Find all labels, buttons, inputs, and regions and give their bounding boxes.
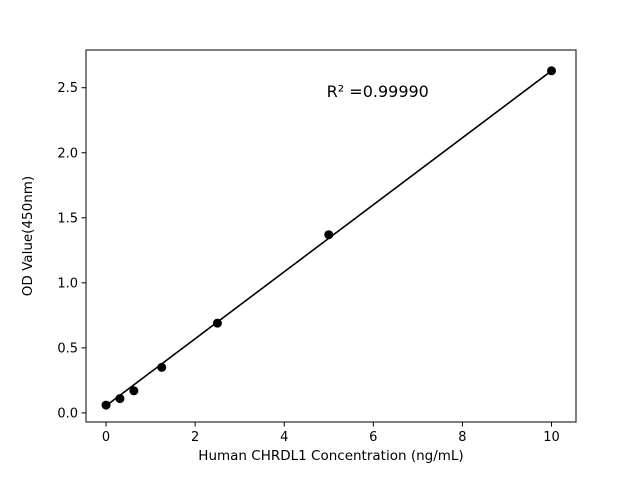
x-tick-label: 0 xyxy=(102,430,110,445)
data-point xyxy=(115,394,125,404)
x-tick-label: 10 xyxy=(543,430,560,445)
data-point xyxy=(212,318,222,328)
x-tick-label: 4 xyxy=(280,430,288,445)
x-tick-label: 2 xyxy=(191,430,199,445)
data-point xyxy=(101,400,111,410)
x-axis-label: Human CHRDL1 Concentration (ng/mL) xyxy=(198,448,463,464)
x-tick-label: 6 xyxy=(369,430,377,445)
plot-border xyxy=(85,49,577,423)
y-tick-label: 0.0 xyxy=(57,406,78,421)
y-tick-label: 1.5 xyxy=(57,211,78,226)
data-point xyxy=(157,362,167,372)
x-tick-label: 8 xyxy=(458,430,466,445)
y-tick-label: 2.0 xyxy=(57,146,78,161)
data-point xyxy=(129,386,139,396)
y-axis-label: OD Value(450nm) xyxy=(20,176,36,296)
y-tick-label: 2.5 xyxy=(57,81,78,96)
data-point xyxy=(324,230,334,240)
y-tick-label: 0.5 xyxy=(57,341,78,356)
y-tick-label: 1.0 xyxy=(57,276,78,291)
data-point xyxy=(547,66,556,76)
r-squared-annotation: R² =0.99990 xyxy=(327,82,429,101)
